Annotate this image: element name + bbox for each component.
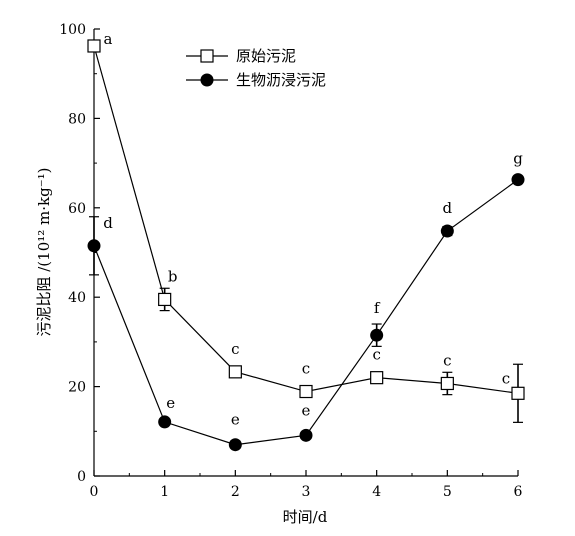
- data-point-circle: [511, 173, 525, 187]
- significance-label: e: [302, 401, 311, 419]
- significance-label: g: [513, 150, 523, 168]
- data-point-circle: [228, 438, 242, 452]
- y-tick-label: 20: [68, 380, 86, 396]
- legend-label-bioleached-sludge: 生物沥浸污泥: [236, 71, 326, 89]
- legend-marker-bioleached-sludge: [200, 73, 214, 87]
- data-point-circle: [158, 415, 172, 429]
- legend: 原始污泥 生物沥浸污泥: [186, 47, 326, 89]
- significance-label: d: [443, 199, 453, 217]
- significance-label: f: [374, 299, 381, 317]
- data-point-square: [87, 39, 101, 53]
- legend-marker-original-sludge: [200, 49, 214, 63]
- data-point-circle: [440, 224, 454, 238]
- data-point-square: [440, 376, 454, 391]
- x-tick-label: 0: [90, 484, 99, 500]
- series-0: a b c c c c c: [87, 30, 525, 423]
- data-point-circle: [299, 428, 313, 442]
- legend-label-original-sludge: 原始污泥: [236, 47, 296, 65]
- x-tick-label: 3: [302, 484, 311, 500]
- y-tick-label: 60: [68, 201, 86, 217]
- y-axis-label: 污泥比阻 /(10¹² m·kg⁻¹): [35, 167, 53, 336]
- y-tick-label: 0: [77, 469, 86, 485]
- data-point-square: [158, 292, 172, 307]
- y-tick-label: 100: [59, 22, 86, 38]
- data-point-square: [228, 365, 242, 379]
- significance-label: c: [231, 340, 239, 358]
- data-point-square: [370, 371, 384, 385]
- x-tick-label: 4: [372, 484, 381, 500]
- data-point-square: [511, 386, 525, 400]
- significance-label: e: [231, 411, 240, 429]
- significance-label: c: [372, 346, 380, 364]
- x-axis-label: 时间/d: [283, 508, 328, 526]
- series-1: d e e e f d g: [87, 150, 525, 452]
- significance-label: c: [302, 360, 310, 378]
- x-tick-label: 5: [443, 484, 452, 500]
- x-tick-label: 2: [231, 484, 240, 500]
- significance-label: d: [103, 214, 113, 232]
- significance-label: c: [502, 369, 510, 387]
- x-tick-label: 1: [160, 484, 169, 500]
- data-point-circle: [87, 239, 101, 253]
- series-line: [93, 45, 519, 394]
- x-tick-label: 6: [514, 484, 523, 500]
- y-tick-label: 80: [68, 111, 86, 127]
- significance-label: b: [168, 267, 178, 285]
- y-tick-label: 40: [68, 290, 86, 306]
- significance-label: c: [443, 351, 451, 369]
- series-area: a b c c c c c d e e e f d g: [87, 30, 525, 452]
- significance-label: e: [166, 394, 175, 412]
- data-point-circle: [370, 328, 384, 342]
- data-point-square: [299, 384, 313, 399]
- significance-label: a: [104, 30, 113, 48]
